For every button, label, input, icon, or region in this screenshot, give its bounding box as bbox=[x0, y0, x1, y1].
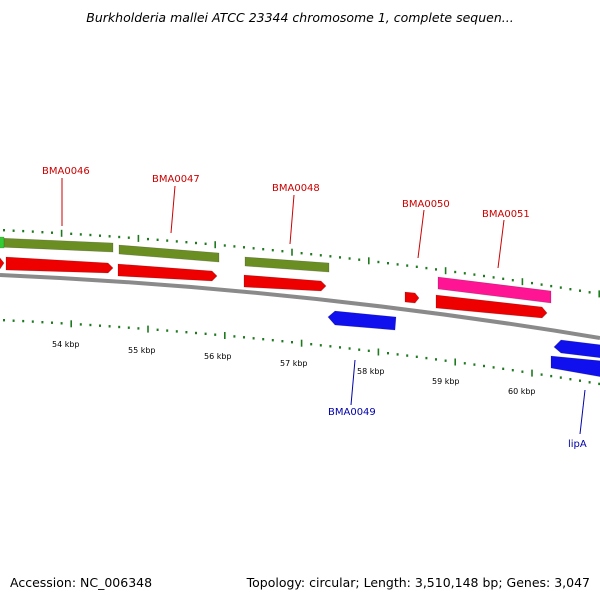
scale-label: 58 kbp bbox=[357, 367, 385, 376]
gene-bar bbox=[0, 237, 114, 253]
forward-gene-labels: BMA0046 BMA0047 BMA0048 BMA0050 BMA0051 bbox=[42, 166, 530, 220]
cds-arrow bbox=[5, 256, 114, 274]
feature-track bbox=[0, 236, 600, 377]
reverse-cds-arrow bbox=[553, 339, 600, 359]
gene-label: BMA0050 bbox=[402, 199, 450, 210]
scale-labels: 54 kbp 55 kbp 56 kbp 57 kbp 58 kbp 59 kb… bbox=[52, 340, 536, 396]
gene-label: BMA0047 bbox=[152, 174, 200, 185]
gene-bar-lime bbox=[0, 236, 5, 249]
gene-label: BMA0046 bbox=[42, 166, 90, 177]
cds-arrow bbox=[117, 263, 218, 282]
scale-label: 59 kbp bbox=[432, 377, 460, 386]
gene-label: BMA0049 bbox=[328, 407, 376, 418]
gene-label: lipA bbox=[568, 439, 587, 450]
gene-bar bbox=[118, 244, 220, 263]
scale-label: 56 kbp bbox=[204, 352, 232, 361]
cds-arrow bbox=[404, 291, 420, 304]
gene-bar bbox=[244, 256, 330, 273]
cds-arrow bbox=[435, 294, 548, 319]
accession-text: Accession: NC_006348 bbox=[10, 575, 153, 590]
cds-arrow bbox=[243, 274, 327, 292]
upper-tick-row bbox=[3, 229, 600, 298]
map-title: Burkholderia mallei ATCC 23344 chromosom… bbox=[86, 10, 514, 25]
gene-label: BMA0048 bbox=[272, 183, 320, 194]
gene-bar-pink bbox=[437, 276, 552, 304]
scale-label: 57 kbp bbox=[280, 359, 308, 368]
cds-arrow bbox=[0, 257, 5, 270]
reverse-gene-labels: BMA0049 lipA bbox=[328, 407, 587, 450]
sequence-backbone bbox=[0, 273, 600, 340]
scale-label: 55 kbp bbox=[128, 346, 156, 355]
reverse-cds-arrow bbox=[327, 310, 397, 331]
lower-tick-row bbox=[3, 319, 600, 386]
scale-label: 60 kbp bbox=[508, 387, 536, 396]
scale-label: 54 kbp bbox=[52, 340, 80, 349]
topology-summary: Topology: circular; Length: 3,510,148 bp… bbox=[246, 575, 590, 590]
leader-lines bbox=[61, 178, 586, 435]
gene-label: BMA0051 bbox=[482, 209, 530, 220]
reverse-gene-bar bbox=[550, 355, 600, 377]
